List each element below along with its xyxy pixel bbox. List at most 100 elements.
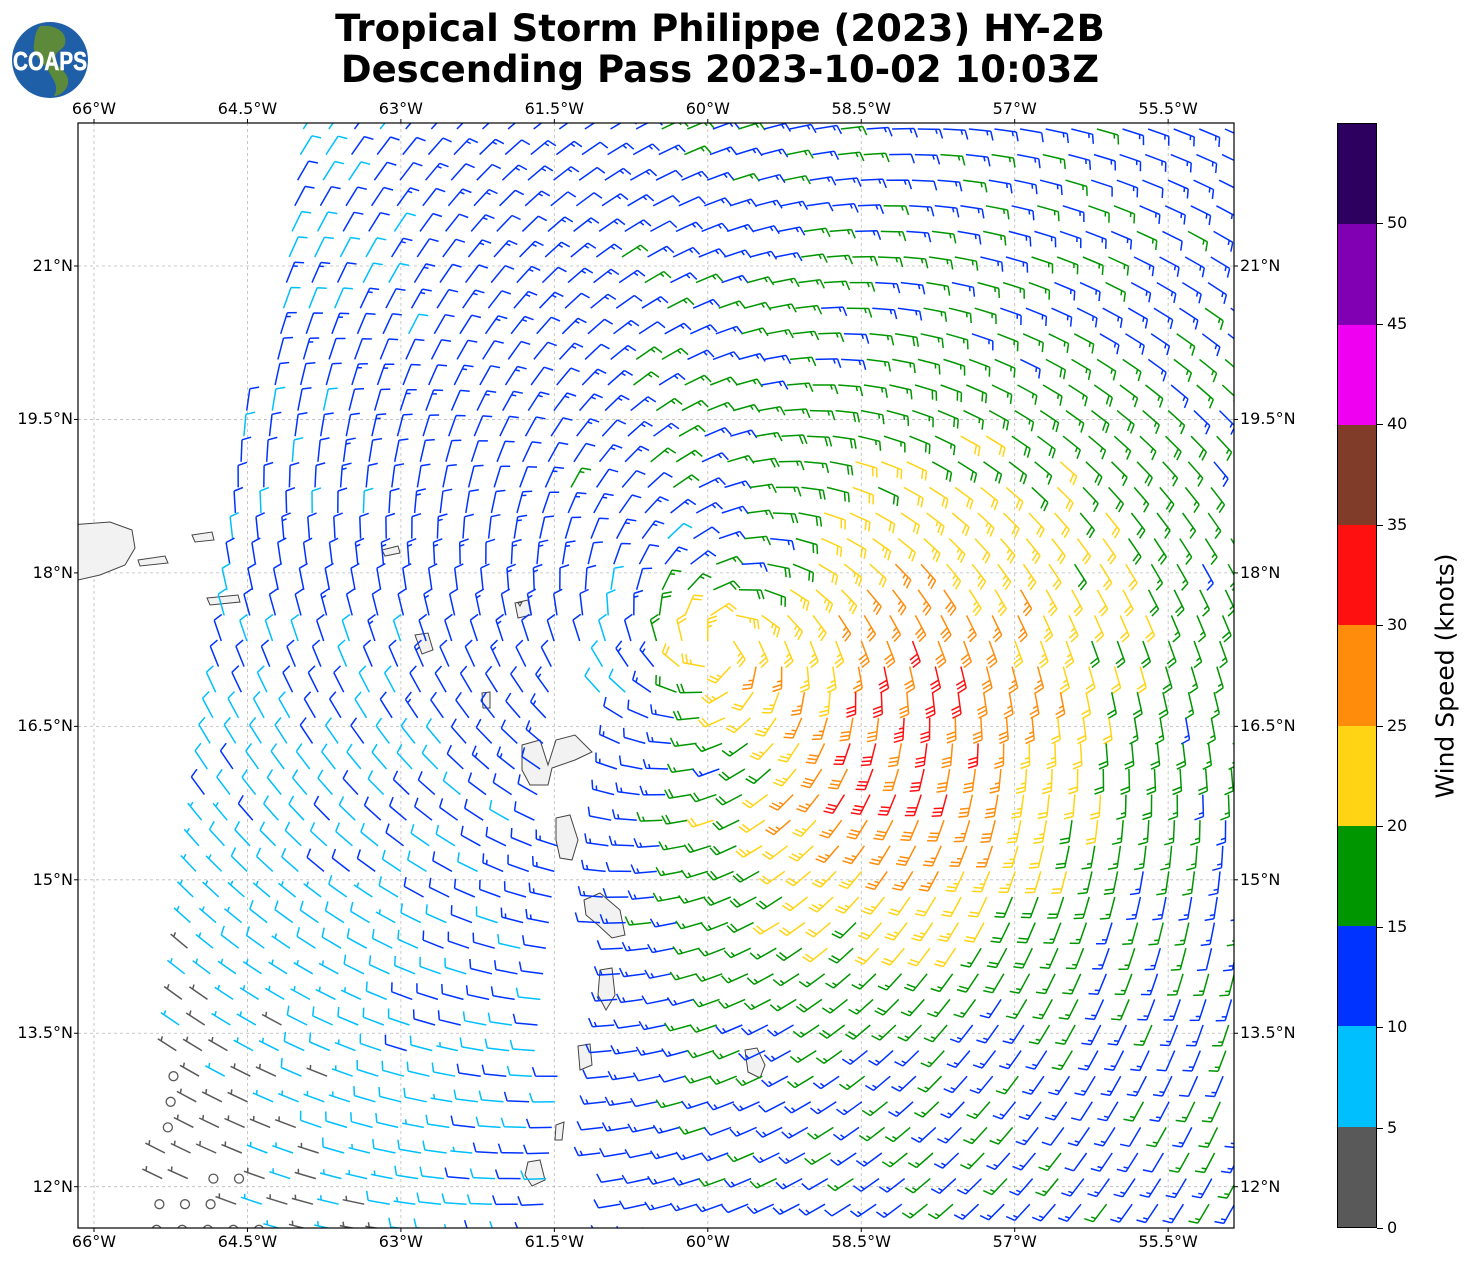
wind-barb [1130,281,1152,303]
wind-barb [698,248,726,258]
wind-barb [1189,999,1207,1022]
wind-barb [1042,153,1066,170]
wind-barb [1048,333,1070,354]
wind-barb [311,1006,334,1026]
wind-barb [1216,820,1227,846]
wind-barb [860,743,877,767]
wind-barb [770,1230,796,1240]
island-montserrat [481,691,491,709]
wind-barb [755,1126,783,1138]
wind-barb [709,845,737,856]
wind-barb [263,795,279,821]
wind-barb [1054,281,1076,301]
wind-barb [943,589,957,617]
wind-barb [298,562,308,590]
wind-barb [1094,768,1105,795]
wind-barb [1219,973,1234,997]
wind-barb [957,461,978,483]
wind-barb [815,1049,843,1065]
wind-barb [746,1203,775,1215]
wind-barb [475,718,493,744]
wind-barb [618,494,642,514]
wind-barb [934,947,957,968]
wind-barb [481,1064,507,1077]
wind-barb [850,794,871,816]
wind-barb [1043,922,1062,944]
wind-barb [1025,538,1041,565]
wind-barb [960,947,982,968]
lon-label-bottom: 58.5°W [831,1232,891,1251]
wind-barb [1164,435,1182,461]
wind-barb [373,388,391,411]
wind-barb [430,339,452,360]
wind-barb [402,563,412,590]
wind-barb [907,1152,934,1169]
wind-barb [994,358,1016,378]
wind-barb [1174,922,1190,946]
wind-barb [758,406,786,416]
wind-barb [1113,1178,1136,1198]
wind-barb [544,241,571,258]
wind-barb [974,307,997,325]
wind-barb [337,639,348,667]
wind-barb [346,743,362,770]
wind-barb [328,691,342,719]
wind-barb [647,943,675,954]
wind-barb [977,692,988,719]
wind-barb [1210,692,1221,720]
wind-barb [243,411,256,437]
wind-barb [830,1152,857,1166]
wind-barb [463,798,484,821]
colorbar-segment [1338,224,1376,325]
wind-barb [353,882,373,898]
wind-barb [1024,871,1042,894]
wind-barb [703,896,732,906]
wind-barb [1176,743,1187,770]
wind-barb [509,1039,535,1052]
wind-barb [621,470,646,488]
wind-barb [880,230,907,242]
wind-barb [718,530,747,540]
wind-barb [202,880,220,898]
wind-barb [917,589,932,616]
wind-barb [1188,1203,1210,1224]
wind-barb [528,1092,555,1103]
wind-barb [650,447,677,463]
wind-barb [1156,1050,1176,1072]
wind-barb [325,362,342,386]
wind-barb [255,1063,277,1077]
wind-barb [854,947,880,965]
wind-barb [480,692,496,719]
wind-barb [425,1114,450,1129]
wind-barb [920,563,937,590]
wind-barb [857,204,885,215]
wind-barb [283,1031,305,1052]
calm-wind-circle [205,1199,216,1210]
wind-barb [1198,768,1209,796]
wind-barb [472,932,495,949]
wind-barb [821,306,848,317]
wind-barb [339,462,352,488]
wind-barb [796,794,820,813]
wind-barb [439,488,453,514]
wind-barb [1170,948,1187,971]
wind-barb [672,710,700,721]
wind-barb [735,147,763,157]
wind-barb [427,563,438,590]
wind-barb [610,565,624,590]
wind-barb [1139,1178,1162,1198]
wind-barb [846,692,857,718]
lat-label-right: 19.5°N [1240,409,1296,429]
wind-barb [1145,615,1156,643]
wind-barb [341,613,351,642]
wind-barb [729,896,757,908]
wind-barb [979,1203,1005,1221]
calm-wind-circle [202,1224,213,1228]
wind-barb [506,563,517,590]
wind-barb [328,337,346,360]
wind-barb [1241,667,1249,694]
wind-barb [658,1073,686,1083]
wind-barb [290,985,311,1001]
wind-barb [815,845,840,864]
wind-barb [249,1115,271,1129]
